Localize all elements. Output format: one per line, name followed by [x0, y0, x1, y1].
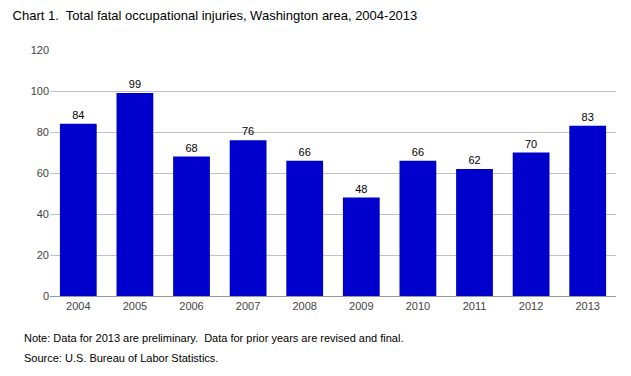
- svg-text:2010: 2010: [406, 300, 430, 312]
- svg-text:20: 20: [37, 249, 49, 261]
- svg-text:Chart 1. Total fatal occupati: Chart 1. Total fatal occupational injuri…: [13, 8, 418, 23]
- svg-text:40: 40: [37, 208, 49, 220]
- svg-text:2004: 2004: [66, 300, 90, 312]
- svg-text:2006: 2006: [179, 300, 203, 312]
- svg-text:120: 120: [31, 44, 49, 56]
- svg-text:83: 83: [582, 111, 594, 123]
- svg-text:2013: 2013: [575, 300, 599, 312]
- svg-text:68: 68: [185, 142, 197, 154]
- svg-text:76: 76: [242, 125, 254, 137]
- svg-text:70: 70: [525, 138, 537, 150]
- svg-text:66: 66: [412, 146, 424, 158]
- svg-text:99: 99: [129, 78, 141, 90]
- svg-text:62: 62: [468, 154, 480, 166]
- svg-text:66: 66: [299, 146, 311, 158]
- svg-text:2005: 2005: [123, 300, 147, 312]
- svg-text:2007: 2007: [236, 300, 260, 312]
- svg-text:0: 0: [43, 290, 49, 302]
- svg-text:48: 48: [355, 183, 367, 195]
- svg-text:Note: Data for 2013 are prelim: Note: Data for 2013 are preliminary. Dat…: [24, 332, 403, 344]
- svg-text:100: 100: [31, 85, 49, 97]
- svg-text:2011: 2011: [463, 300, 487, 312]
- svg-text:Source: U.S. Bureau of Labor S: Source: U.S. Bureau of Labor Statistics.: [24, 352, 218, 364]
- svg-text:2012: 2012: [519, 300, 543, 312]
- svg-text:60: 60: [37, 167, 49, 179]
- svg-text:84: 84: [72, 109, 84, 121]
- svg-text:80: 80: [37, 126, 49, 138]
- svg-text:2008: 2008: [292, 300, 316, 312]
- svg-text:2009: 2009: [349, 300, 373, 312]
